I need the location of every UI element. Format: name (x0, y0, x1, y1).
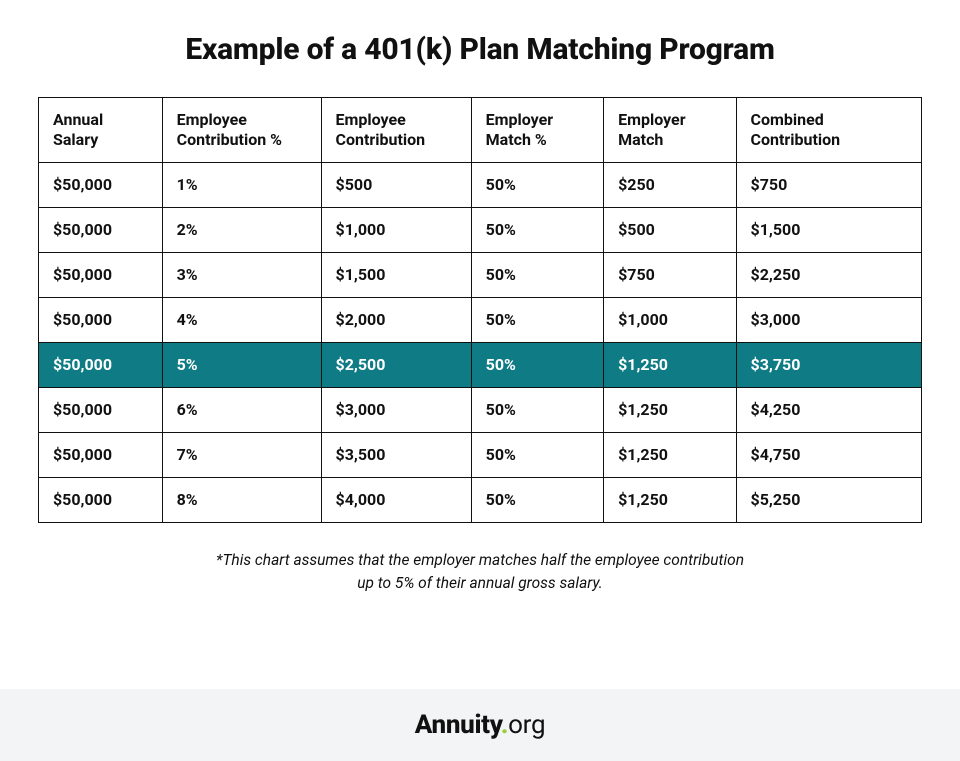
cell: 6% (162, 388, 321, 433)
cell: $3,000 (321, 388, 471, 433)
table-row: $50,000 1% $500 50% $250 $750 (39, 163, 922, 208)
cell: $2,250 (736, 253, 921, 298)
cell: $50,000 (39, 478, 163, 523)
cell: 3% (162, 253, 321, 298)
footnote-line-1: *This chart assumes that the employer ma… (216, 551, 744, 569)
table-row: $50,000 3% $1,500 50% $750 $2,250 (39, 253, 922, 298)
cell: 50% (471, 298, 603, 343)
cell: $2,500 (321, 343, 471, 388)
cell: 50% (471, 163, 603, 208)
annuity-logo: Annuity.org (415, 710, 546, 740)
cell: 8% (162, 478, 321, 523)
logo-suffix: org (508, 710, 545, 740)
col-header: Employee Contribution % (162, 98, 321, 163)
cell: 2% (162, 208, 321, 253)
matching-table: Annual Salary Employee Contribution % Em… (38, 97, 922, 523)
footnote: *This chart assumes that the employer ma… (120, 549, 840, 596)
cell: 50% (471, 433, 603, 478)
cell: $1,500 (321, 253, 471, 298)
cell: $50,000 (39, 343, 163, 388)
cell: 50% (471, 208, 603, 253)
cell: $1,000 (321, 208, 471, 253)
cell: $50,000 (39, 433, 163, 478)
cell: 1% (162, 163, 321, 208)
table-header-row: Annual Salary Employee Contribution % Em… (39, 98, 922, 163)
cell: 7% (162, 433, 321, 478)
col-header: Employee Contribution (321, 98, 471, 163)
cell: $500 (321, 163, 471, 208)
page-title: Example of a 401(k) Plan Matching Progra… (38, 32, 922, 67)
table-row: $50,000 7% $3,500 50% $1,250 $4,750 (39, 433, 922, 478)
table-row: $50,000 4% $2,000 50% $1,000 $3,000 (39, 298, 922, 343)
cell: $50,000 (39, 163, 163, 208)
cell: $50,000 (39, 253, 163, 298)
table-row-highlight: $50,000 5% $2,500 50% $1,250 $3,750 (39, 343, 922, 388)
cell: $50,000 (39, 388, 163, 433)
cell: $2,000 (321, 298, 471, 343)
cell: $500 (604, 208, 736, 253)
footer-bar: Annuity.org (0, 689, 960, 761)
col-header: Employer Match (604, 98, 736, 163)
cell: $50,000 (39, 298, 163, 343)
cell: $3,500 (321, 433, 471, 478)
cell: 50% (471, 388, 603, 433)
cell: $3,750 (736, 343, 921, 388)
cell: 5% (162, 343, 321, 388)
cell: 50% (471, 343, 603, 388)
cell: $1,250 (604, 433, 736, 478)
footnote-line-2: up to 5% of their annual gross salary. (357, 574, 603, 592)
table-row: $50,000 2% $1,000 50% $500 $1,500 (39, 208, 922, 253)
col-header: Annual Salary (39, 98, 163, 163)
cell: 4% (162, 298, 321, 343)
cell: 50% (471, 478, 603, 523)
cell: $250 (604, 163, 736, 208)
table-body: $50,000 1% $500 50% $250 $750 $50,000 2%… (39, 163, 922, 523)
cell: $1,500 (736, 208, 921, 253)
cell: $750 (736, 163, 921, 208)
cell: $4,750 (736, 433, 921, 478)
cell: $750 (604, 253, 736, 298)
cell: $1,250 (604, 478, 736, 523)
cell: $1,250 (604, 388, 736, 433)
logo-main: Annuity (415, 710, 501, 740)
cell: $4,000 (321, 478, 471, 523)
col-header: Combined Contribution (736, 98, 921, 163)
cell: $5,250 (736, 478, 921, 523)
table-row: $50,000 8% $4,000 50% $1,250 $5,250 (39, 478, 922, 523)
cell: $1,000 (604, 298, 736, 343)
col-header: Employer Match % (471, 98, 603, 163)
table-row: $50,000 6% $3,000 50% $1,250 $4,250 (39, 388, 922, 433)
cell: $50,000 (39, 208, 163, 253)
cell: 50% (471, 253, 603, 298)
cell: $4,250 (736, 388, 921, 433)
cell: $3,000 (736, 298, 921, 343)
cell: $1,250 (604, 343, 736, 388)
